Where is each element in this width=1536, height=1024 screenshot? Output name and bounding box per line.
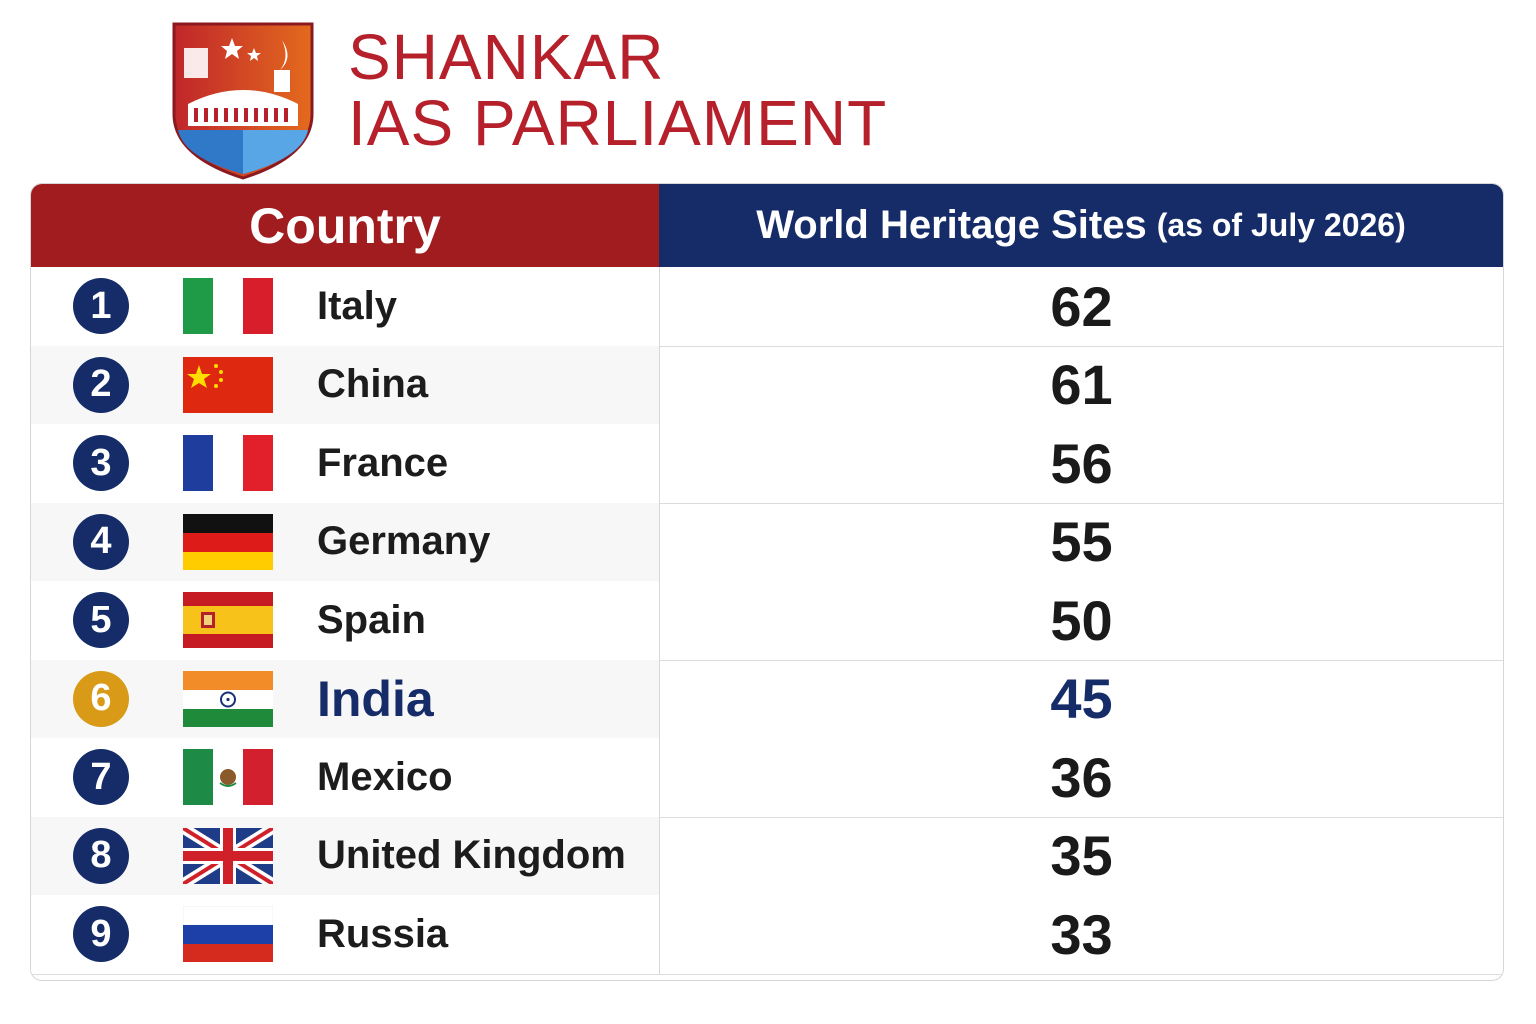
brand-header: SHANKAR IAS PARLIAMENT <box>170 14 1090 182</box>
header-country: Country <box>31 184 659 267</box>
table-row: 8 United Kingdom 35 <box>31 816 1503 896</box>
rank-badge: 4 <box>73 513 129 570</box>
country-name: Germany <box>317 519 491 564</box>
country-cell: 3 France <box>31 424 660 503</box>
sites-value: 62 <box>1050 274 1113 338</box>
country-name: Spain <box>317 597 426 642</box>
heritage-sites-table: Country World Heritage Sites (as of July… <box>30 183 1504 981</box>
country-name: India <box>317 670 434 727</box>
sites-cell: 62 <box>660 267 1503 346</box>
uk-flag-icon <box>183 827 273 884</box>
country-name: France <box>317 440 449 485</box>
sites-cell: 33 <box>660 895 1503 974</box>
mexico-flag-icon <box>183 749 273 806</box>
table-row: 1 Italy 62 <box>31 267 1503 347</box>
rank-badge: 3 <box>73 435 129 492</box>
sites-value: 36 <box>1050 745 1113 809</box>
country-name: China <box>317 362 429 407</box>
italy-flag-icon <box>183 278 273 335</box>
china-flag-icon <box>183 356 273 413</box>
brand-name: SHANKAR IAS PARLIAMENT <box>348 24 887 156</box>
table-row: 7 Mexico 36 <box>31 738 1503 818</box>
rank-badge: 6 <box>73 670 129 727</box>
shield-logo-icon <box>172 22 314 180</box>
header-sites-date: (as of July 2026) <box>1156 207 1406 243</box>
table-row: 5 Spain 50 <box>31 581 1503 661</box>
france-flag-icon <box>183 435 273 492</box>
sites-cell: 36 <box>660 738 1503 817</box>
country-cell: 4 Germany <box>31 502 660 581</box>
country-cell: 8 United Kingdom <box>31 816 660 895</box>
rank-badge: 2 <box>73 356 129 413</box>
table-row: 6 India 45 <box>31 659 1503 739</box>
spain-flag-icon <box>183 592 273 649</box>
sites-cell: 50 <box>660 581 1503 660</box>
country-cell: 7 Mexico <box>31 738 660 817</box>
table-row: 9 Russia 33 <box>31 895 1503 975</box>
country-cell: 1 Italy <box>31 267 660 346</box>
brand-line-2: IAS PARLIAMENT <box>348 87 888 159</box>
sites-cell: 55 <box>660 503 1503 582</box>
rank-badge: 9 <box>73 906 129 963</box>
sites-value: 33 <box>1050 902 1113 966</box>
sites-cell: 61 <box>660 346 1503 425</box>
sites-value: 35 <box>1050 824 1113 888</box>
country-cell: 9 Russia <box>31 895 660 974</box>
sites-value: 55 <box>1050 510 1113 574</box>
sites-value: 61 <box>1050 353 1113 417</box>
germany-flag-icon <box>183 513 273 570</box>
table-row: 2 China 61 <box>31 345 1503 425</box>
country-name: Mexico <box>317 754 453 799</box>
russia-flag-icon <box>183 906 273 963</box>
table-header: Country World Heritage Sites (as of July… <box>31 184 1503 267</box>
rank-badge: 1 <box>73 278 129 335</box>
rank-badge: 7 <box>73 749 129 806</box>
country-name: Russia <box>317 911 449 956</box>
country-cell: 6 India <box>31 659 660 738</box>
sites-cell: 35 <box>660 817 1503 896</box>
sites-cell: 56 <box>660 424 1503 503</box>
sites-value: 45 <box>1050 667 1113 731</box>
rank-badge: 5 <box>73 592 129 649</box>
country-cell: 2 China <box>31 345 660 424</box>
country-name: United Kingdom <box>317 833 626 878</box>
brand-line-1: SHANKAR <box>348 21 665 93</box>
header-sites: World Heritage Sites (as of July 2026) <box>659 184 1503 267</box>
country-cell: 5 Spain <box>31 581 660 660</box>
table-row: 4 Germany 55 <box>31 502 1503 582</box>
sites-value: 56 <box>1050 431 1113 495</box>
country-name: Italy <box>317 283 398 328</box>
table-row: 3 France 56 <box>31 424 1503 504</box>
sites-cell: 45 <box>660 660 1503 739</box>
india-flag-icon <box>183 670 273 727</box>
header-sites-label: World Heritage Sites <box>756 203 1147 247</box>
rank-badge: 8 <box>73 827 129 884</box>
sites-value: 50 <box>1050 588 1113 652</box>
